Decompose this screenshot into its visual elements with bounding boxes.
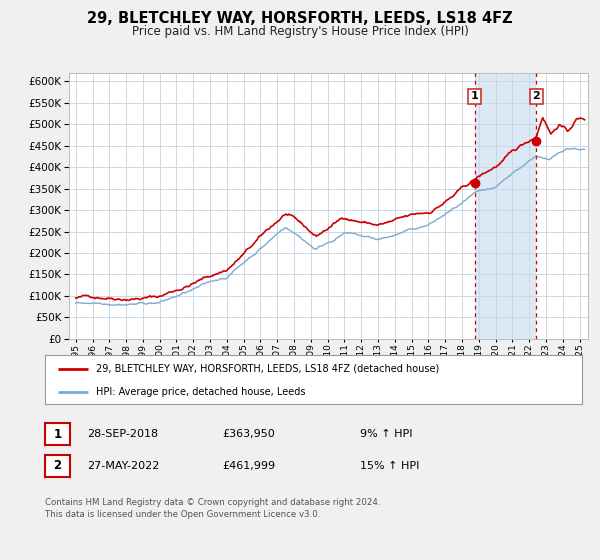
Text: 29, BLETCHLEY WAY, HORSFORTH, LEEDS, LS18 4FZ: 29, BLETCHLEY WAY, HORSFORTH, LEEDS, LS1… — [87, 11, 513, 26]
Text: 1: 1 — [53, 427, 62, 441]
Bar — [475, 73, 536, 339]
Text: 29, BLETCHLEY WAY, HORSFORTH, LEEDS, LS18 4FZ (detached house): 29, BLETCHLEY WAY, HORSFORTH, LEEDS, LS1… — [96, 364, 439, 374]
Text: HPI: Average price, detached house, Leeds: HPI: Average price, detached house, Leed… — [96, 387, 305, 397]
Text: 1: 1 — [471, 91, 479, 101]
Text: Contains HM Land Registry data © Crown copyright and database right 2024.
This d: Contains HM Land Registry data © Crown c… — [45, 498, 380, 519]
Text: Price paid vs. HM Land Registry's House Price Index (HPI): Price paid vs. HM Land Registry's House … — [131, 25, 469, 38]
Text: 27-MAY-2022: 27-MAY-2022 — [87, 461, 160, 471]
Text: 15% ↑ HPI: 15% ↑ HPI — [360, 461, 419, 471]
Text: 9% ↑ HPI: 9% ↑ HPI — [360, 429, 413, 439]
Text: £363,950: £363,950 — [222, 429, 275, 439]
Text: 2: 2 — [53, 459, 62, 473]
Text: £461,999: £461,999 — [222, 461, 275, 471]
Text: 2: 2 — [532, 91, 540, 101]
Text: 28-SEP-2018: 28-SEP-2018 — [87, 429, 158, 439]
